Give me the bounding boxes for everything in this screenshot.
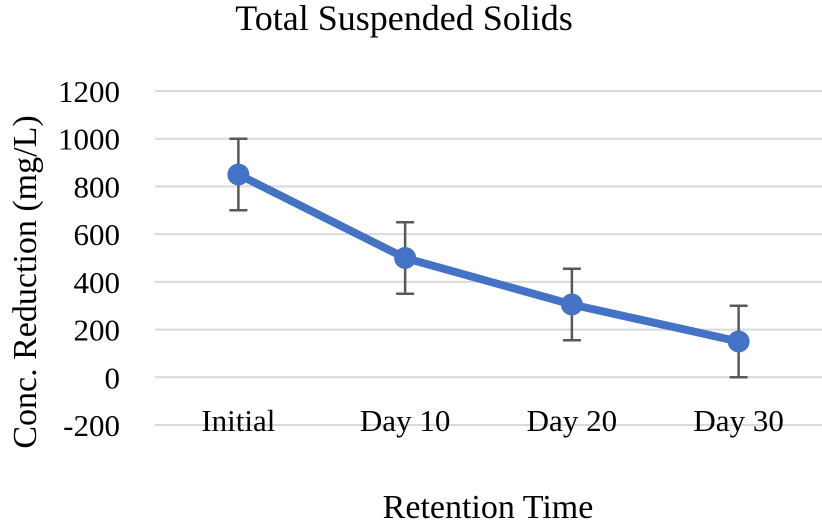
x-tick-label: Initial — [201, 403, 275, 438]
x-tick-label: Day 20 — [527, 403, 617, 438]
y-tick-label: 800 — [74, 169, 121, 204]
y-tick-label: 0 — [105, 360, 121, 395]
y-tick-label: 600 — [74, 217, 121, 252]
chart-title: Total Suspended Solids — [235, 0, 572, 38]
data-point — [227, 163, 250, 186]
x-tick-label: Day 10 — [360, 403, 450, 438]
series-line — [234, 170, 743, 346]
series-line — [234, 170, 743, 346]
error-bars — [229, 137, 748, 379]
y-tick-label: 1200 — [58, 74, 120, 109]
y-tick-label: 1000 — [58, 122, 120, 157]
data-point — [560, 293, 583, 316]
data-points — [227, 163, 750, 353]
x-axis-title: Retention Time — [383, 489, 594, 521]
data-point — [727, 330, 750, 353]
gridlines — [155, 90, 822, 426]
x-tick-label: Day 30 — [693, 403, 783, 438]
data-point — [394, 247, 417, 269]
y-tick-label: -200 — [63, 408, 120, 443]
y-tick-label: 200 — [74, 313, 121, 348]
y-axis-title: Conc. Reduction (mg/L) — [7, 115, 44, 448]
y-tick-label: 400 — [74, 265, 121, 300]
x-tick-labels: Initial Day 10 Day 20 Day 30 — [201, 403, 783, 438]
y-tick-labels: -200 0 200 400 600 800 1000 1200 — [58, 74, 120, 443]
